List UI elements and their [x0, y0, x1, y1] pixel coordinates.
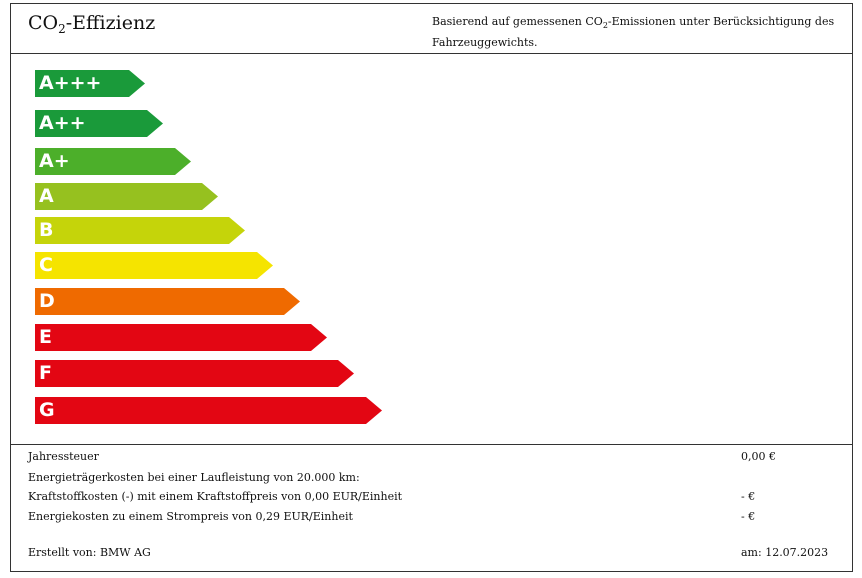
efficiency-class-a: A	[35, 183, 218, 210]
efficiency-class-b: B	[35, 217, 245, 244]
desc-post: -Emissionen unter Berücksichtigung des F…	[432, 15, 835, 50]
efficiency-class-e: E	[35, 324, 327, 351]
efficiency-class-aplusplusplus: A+++	[35, 70, 145, 97]
creation-date: am: 12.07.2023	[741, 546, 829, 559]
cost-label-tax: Jahressteuer	[28, 450, 99, 463]
efficiency-label: CO2-Effizienz Basierend auf gemessenen C…	[10, 3, 853, 572]
efficiency-class-aplus: A+	[35, 148, 191, 175]
efficiency-class-g: G	[35, 397, 382, 424]
desc-pre: Basierend auf gemessenen CO	[432, 15, 603, 28]
efficiency-class-f: F	[35, 360, 354, 387]
divider-top	[11, 53, 852, 54]
cost-label-fuel: Kraftstoffkosten (-) mit einem Kraftstof…	[28, 490, 403, 503]
title-effizienz: -Effizienz	[65, 12, 156, 34]
efficiency-class-aplusplus: A++	[35, 110, 163, 137]
created-by: Erstellt von: BMW AG	[28, 546, 151, 559]
cost-value-tax: 0,00 €	[741, 450, 776, 463]
title-co: CO	[28, 12, 59, 34]
divider-bottom	[11, 444, 852, 445]
efficiency-class-c: C	[35, 252, 273, 279]
desc-subscript: 2	[602, 21, 608, 31]
efficiency-class-d: D	[35, 288, 300, 315]
header-description: Basierend auf gemessenen CO2-Emissionen …	[432, 13, 842, 51]
cost-label-electricity: Energiekosten zu einem Strompreis von 0,…	[28, 510, 353, 523]
title-subscript: 2	[58, 22, 66, 36]
cost-value-electricity: - €	[741, 510, 756, 523]
cost-value-fuel: - €	[741, 490, 756, 503]
page-title: CO2-Effizienz	[28, 12, 155, 36]
cost-label-energy: Energieträgerkosten bei einer Laufleistu…	[28, 471, 360, 484]
